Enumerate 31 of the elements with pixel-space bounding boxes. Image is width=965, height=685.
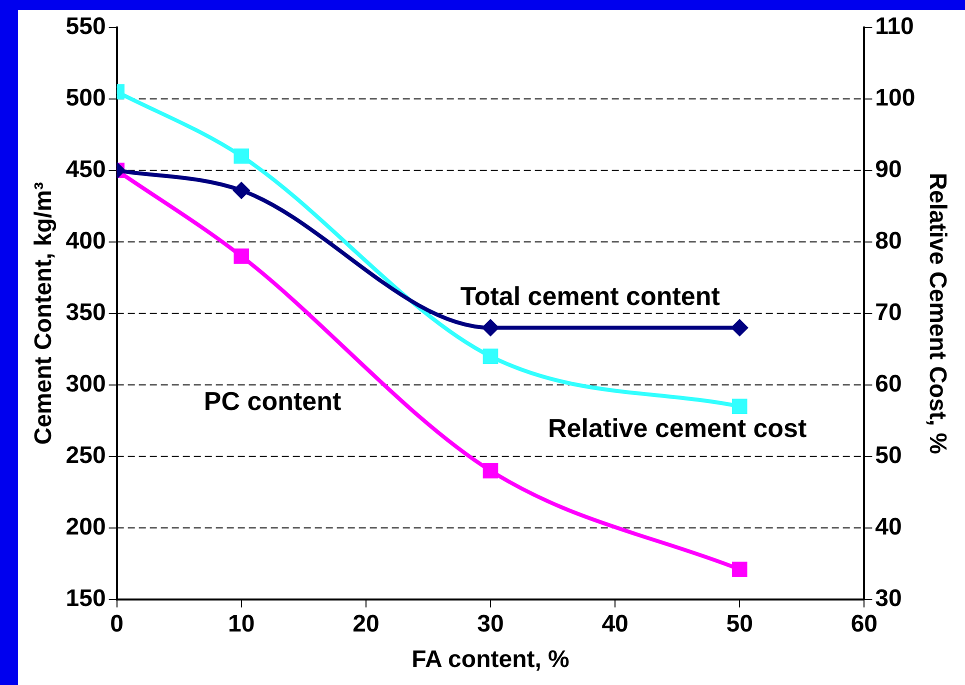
y2-axis-title: Relative Cement Cost, % <box>924 172 951 454</box>
y2-tick-label: 90 <box>875 156 902 184</box>
series-label: Relative cement cost <box>548 413 807 444</box>
x-tick-label: 60 <box>850 610 878 638</box>
x-tick-label: 30 <box>477 610 504 638</box>
y-tick-label: 500 <box>66 84 106 112</box>
y2-tick-label: 40 <box>875 514 902 541</box>
y2-tick-label: 80 <box>875 228 902 255</box>
y-tick-label: 550 <box>66 13 106 40</box>
y2-tick-label: 60 <box>875 370 902 398</box>
y2-tick-label: 100 <box>875 84 916 112</box>
y2-tick-label: 30 <box>875 585 902 612</box>
y-axis-title: Cement Content, kg/m³ <box>30 182 58 445</box>
y-tick-label: 200 <box>66 514 106 541</box>
y-tick-label: 350 <box>66 299 106 326</box>
x-tick-label: 10 <box>228 610 255 638</box>
y-tick-label: 400 <box>66 228 106 255</box>
y2-tick-label: 110 <box>875 13 914 40</box>
y-tick-label: 450 <box>66 156 106 184</box>
series-label: Total cement content <box>460 280 720 311</box>
y-tick-label: 300 <box>66 370 106 398</box>
x-tick-label: 50 <box>726 610 753 638</box>
series-label: PC content <box>204 386 342 416</box>
y-tick-label: 150 <box>66 585 106 612</box>
y2-tick-label: 50 <box>875 442 902 470</box>
y2-tick-label: 70 <box>875 299 902 326</box>
x-axis-title: FA content, % <box>412 646 570 674</box>
x-tick-label: 0 <box>110 610 124 638</box>
x-tick-label: 20 <box>352 610 380 638</box>
y-tick-label: 250 <box>66 442 106 470</box>
x-tick-label: 40 <box>602 610 628 638</box>
